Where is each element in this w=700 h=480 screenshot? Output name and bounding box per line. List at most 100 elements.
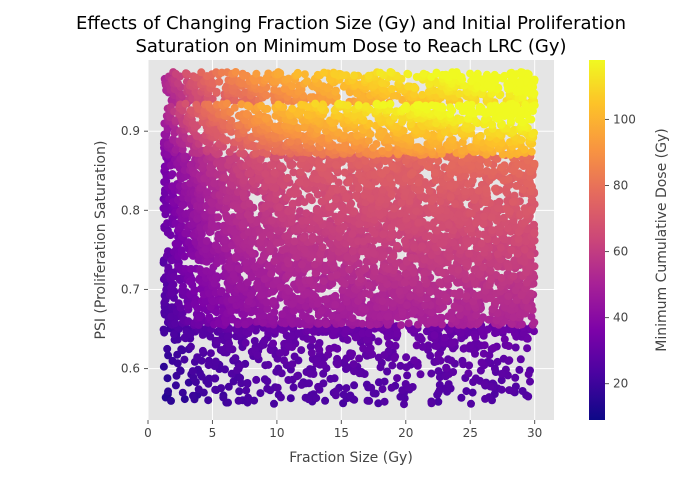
data-point (262, 298, 271, 307)
data-point (173, 359, 182, 368)
data-point (246, 291, 255, 299)
data-point (376, 363, 385, 372)
data-point (505, 207, 514, 216)
data-point (259, 318, 267, 327)
data-point (224, 398, 232, 407)
data-point (215, 77, 224, 86)
data-point (236, 282, 245, 291)
data-point (495, 197, 504, 206)
data-point (497, 163, 506, 172)
data-point (168, 170, 177, 179)
data-point (332, 195, 340, 204)
data-point (468, 388, 477, 397)
data-point (279, 181, 288, 190)
data-point (431, 176, 440, 185)
data-point (270, 168, 279, 177)
data-point (195, 313, 204, 322)
data-point (220, 173, 229, 182)
data-point (236, 149, 245, 158)
data-point (515, 365, 524, 374)
data-point (368, 226, 377, 235)
data-point (271, 184, 280, 192)
data-point (260, 336, 269, 345)
data-point (378, 170, 387, 178)
data-point (461, 259, 470, 268)
data-point (244, 228, 253, 237)
data-point (234, 264, 243, 273)
data-point (497, 273, 506, 282)
data-point (214, 319, 223, 328)
data-point (352, 192, 361, 201)
data-point (348, 314, 357, 323)
data-point (211, 357, 220, 366)
data-point (170, 330, 178, 339)
data-point (222, 211, 231, 220)
data-point (286, 394, 295, 403)
chart-title-line-1: Effects of Changing Fraction Size (Gy) a… (76, 13, 626, 34)
data-point (379, 251, 388, 260)
data-point (284, 376, 293, 384)
data-point (460, 344, 469, 353)
data-point (237, 379, 246, 388)
data-point (266, 345, 275, 354)
data-point (244, 297, 253, 306)
data-point (241, 338, 250, 347)
data-point (325, 239, 334, 248)
data-point (264, 360, 273, 369)
data-point (435, 386, 444, 395)
data-point (410, 356, 419, 365)
data-point (163, 374, 172, 383)
data-point (235, 387, 244, 396)
data-point (389, 252, 398, 261)
data-point (427, 308, 436, 317)
data-point (480, 380, 489, 389)
data-point (468, 272, 477, 281)
data-point (367, 204, 376, 213)
data-point (472, 311, 481, 320)
data-point (163, 344, 172, 353)
data-point (496, 243, 505, 252)
data-point (530, 318, 539, 327)
data-point (465, 249, 474, 258)
data-point (243, 379, 252, 388)
data-point (181, 99, 190, 108)
data-point (306, 224, 315, 233)
data-point (167, 396, 175, 405)
data-point (508, 197, 517, 206)
data-point (497, 385, 506, 394)
data-point (209, 297, 218, 306)
data-point (361, 264, 370, 273)
data-point (482, 185, 491, 193)
data-point (526, 251, 535, 260)
data-point (493, 357, 502, 366)
data-point (383, 367, 392, 376)
data-point (416, 370, 425, 379)
data-point (358, 247, 367, 256)
data-point (225, 282, 234, 291)
data-point (276, 393, 285, 402)
data-point (250, 337, 259, 345)
data-point (276, 283, 285, 292)
data-point (206, 349, 215, 358)
data-point (446, 193, 455, 202)
data-point (301, 302, 310, 311)
data-point (459, 360, 468, 369)
data-point (339, 390, 348, 399)
data-point (253, 351, 262, 360)
data-point (395, 287, 404, 296)
data-point (425, 232, 434, 240)
data-point (355, 354, 364, 363)
data-point (298, 311, 307, 320)
data-point (444, 380, 453, 389)
data-point (178, 346, 187, 355)
data-point (504, 175, 513, 183)
data-point (269, 287, 278, 296)
data-point (263, 384, 272, 393)
data-point (454, 210, 463, 218)
data-point (236, 361, 245, 370)
data-point (393, 329, 402, 338)
data-point (270, 308, 279, 317)
data-point (407, 253, 416, 262)
data-point (372, 320, 381, 329)
data-point (176, 366, 185, 375)
